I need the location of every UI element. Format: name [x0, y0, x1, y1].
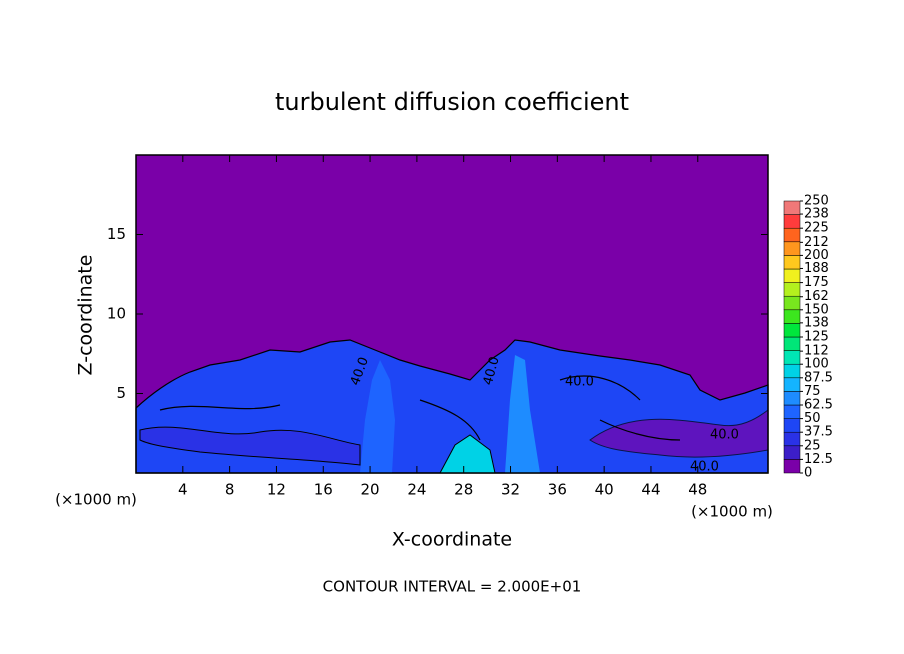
colorbar-swatch: [783, 418, 801, 433]
colorbar-swatch: [783, 309, 801, 324]
x-tick-label: 8: [225, 481, 235, 499]
x-tick-label: 12: [267, 481, 286, 499]
contour-line: [159, 375, 681, 441]
colorbar-swatch: [783, 363, 801, 379]
colorbar-swatch: [783, 200, 801, 215]
colorbar-swatch: [783, 350, 801, 365]
x-tick-label: 32: [501, 481, 520, 499]
contour-patch: [139, 426, 361, 466]
y-tick-label: 5: [116, 384, 126, 402]
contour-label: 40.0: [481, 355, 503, 387]
contour-label: 40.0: [690, 460, 719, 475]
contour-label: 40.0: [710, 428, 739, 443]
chart-title: turbulent diffusion coefficient: [275, 88, 629, 116]
x-tick-label: 40: [595, 481, 614, 499]
contour-patch: [360, 360, 395, 473]
colorbar-tick-label: 200: [804, 248, 829, 263]
colorbar-tick-label: 87.5: [804, 370, 833, 385]
y-unit-label: (×1000 m): [691, 503, 773, 521]
colorbar-tick-label: 238: [804, 207, 829, 222]
colorbar-swatch: [783, 282, 801, 297]
y-axis-label: Z-coordinate: [75, 255, 97, 376]
colorbar-swatch: [783, 323, 801, 338]
colorbar-tick-label: 50: [804, 411, 821, 426]
colorbar-swatch: [783, 336, 801, 351]
colorbar-tick-label: 212: [804, 235, 829, 250]
colorbar-tick-label: 75: [804, 384, 821, 399]
x-tick-label: 24: [407, 481, 426, 499]
colorbar-tick-label: 150: [804, 302, 829, 317]
colorbar-tick-label: 112: [804, 344, 829, 359]
footer-note: CONTOUR INTERVAL = 2.000E+01: [323, 578, 582, 596]
colorbar-tick-label: 12.5: [804, 452, 833, 467]
colorbar-swatch: [783, 255, 801, 270]
colorbar-swatch: [783, 295, 801, 311]
colorbar-tick-label: 162: [804, 289, 829, 304]
colorbar-swatch: [783, 214, 801, 229]
x-unit-label: (×1000 m): [55, 491, 137, 509]
colorbar-tick-label: 225: [804, 221, 829, 236]
colorbar-swatch: [783, 377, 801, 392]
contour-field: [135, 155, 769, 474]
colorbar-tick-label: 37.5: [804, 425, 833, 440]
colorbar-swatch: [783, 431, 801, 447]
x-tick-label: 36: [548, 481, 567, 499]
x-axis-label: X-coordinate: [392, 529, 512, 551]
contour-label: 40.0: [565, 375, 594, 390]
x-tick-label: 48: [688, 481, 707, 499]
colorbar-swatch: [783, 404, 801, 419]
colorbar-swatch: [783, 268, 801, 283]
y-tick-label: 15: [107, 225, 126, 243]
x-tick-label: 4: [178, 481, 188, 499]
colorbar-tick-label: 62.5: [804, 398, 833, 413]
contour-patch: [505, 355, 540, 473]
colorbar-tick-label: 250: [804, 194, 829, 209]
colorbar-tick-label: 138: [804, 315, 829, 330]
colorbar-swatch: [783, 445, 801, 460]
colorbar-swatch: [783, 459, 801, 474]
colorbar-tick-label: 25: [804, 438, 821, 453]
colorbar-tick-label: 175: [804, 275, 829, 290]
colorbar-swatch: [783, 227, 801, 243]
colorbar-tick-label: 188: [804, 261, 829, 276]
y-tick-label: 10: [107, 305, 126, 323]
colorbar-tick-label: 125: [804, 330, 829, 345]
colorbar-tick-label: 100: [804, 357, 829, 372]
x-tick-label: 16: [314, 481, 333, 499]
colorbar-swatch: [783, 241, 801, 256]
colorbar-tick-label: 0: [804, 466, 812, 481]
x-tick-label: 20: [361, 481, 380, 499]
colorbar-swatch: [783, 391, 801, 406]
x-tick-label: 28: [454, 481, 473, 499]
x-tick-label: 44: [641, 481, 660, 499]
